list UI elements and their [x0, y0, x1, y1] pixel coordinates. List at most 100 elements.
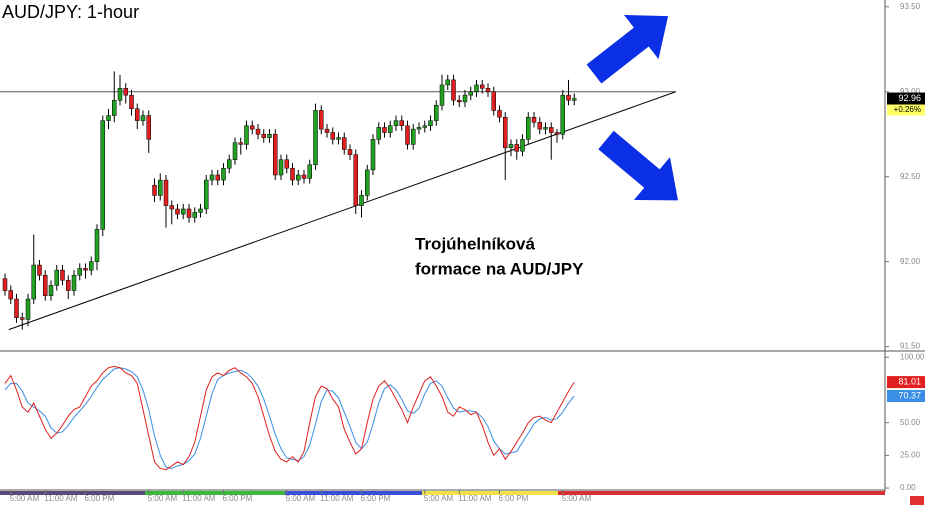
y-tick-label: 92.50 — [900, 172, 921, 181]
candle-body — [330, 132, 335, 140]
candle-body — [37, 264, 42, 276]
arrow-shape — [598, 130, 679, 201]
candle-body — [2, 278, 8, 291]
candle-body — [296, 174, 301, 181]
candle-body — [549, 127, 554, 133]
x-tick-label: 5:00 AM — [148, 494, 178, 503]
candle-body — [324, 128, 330, 133]
candle-body — [255, 128, 261, 135]
x-tick-label: 11:00 AM — [182, 494, 216, 503]
candle-body — [112, 99, 117, 116]
candle-body — [508, 144, 514, 149]
candle-body — [71, 274, 77, 291]
annotation: formace na AUD/JPY — [415, 259, 584, 278]
candle-body — [468, 91, 473, 96]
x-tick-label: 6:00 PM — [361, 494, 391, 503]
arrow-up — [586, 14, 669, 84]
day-bar — [0, 491, 885, 495]
candle-body — [399, 120, 404, 126]
candle-body — [77, 268, 82, 276]
candle-body — [376, 127, 381, 140]
candle-body — [480, 84, 485, 89]
candle-body — [117, 88, 123, 101]
candle-body — [163, 179, 169, 206]
x-tick-label: 11:00 AM — [44, 494, 78, 503]
x-tick-label: 5:00 AM — [10, 494, 40, 503]
day-segment — [0, 491, 145, 495]
candle-body — [462, 94, 468, 103]
candle-body — [457, 99, 462, 103]
candle-body — [129, 94, 134, 109]
candle-body — [491, 91, 496, 111]
candle-body — [48, 285, 54, 296]
candle-body — [514, 144, 519, 152]
candle-body — [123, 88, 128, 96]
x-tick-label: 6:00 PM — [499, 494, 529, 503]
candle-body — [135, 108, 140, 121]
value-label: 81.01 — [898, 376, 921, 386]
candle-body — [531, 116, 537, 123]
candle-body — [175, 208, 180, 215]
y-tick-label: 25.00 — [900, 450, 921, 459]
x-tick-label: 6:00 PM — [223, 494, 253, 503]
candle-body — [537, 122, 542, 130]
candle-body — [347, 149, 353, 155]
arrow-shape — [586, 14, 669, 84]
candle-body — [244, 125, 249, 145]
candle-body — [169, 205, 174, 210]
candle-body — [307, 164, 312, 179]
candle-body — [100, 120, 105, 230]
candle-body — [8, 290, 13, 300]
y-tick-label: 0.00 — [900, 483, 916, 492]
candle-body — [451, 79, 456, 101]
candle-body — [54, 269, 59, 286]
candle-body — [554, 132, 560, 135]
x-tick-label: 5:00 AM — [286, 494, 316, 503]
candle-body — [474, 84, 479, 92]
value-label-box — [887, 376, 925, 389]
candle-body — [342, 137, 347, 150]
candle-body — [267, 133, 272, 138]
y-tick-label: 50.00 — [900, 418, 921, 427]
arrow-down — [598, 130, 679, 201]
candle-body — [560, 94, 565, 135]
change-label: +0.26% — [894, 105, 921, 114]
candle-body — [284, 159, 289, 169]
y-tick-label: 93.50 — [900, 2, 921, 11]
candle-body — [186, 208, 192, 218]
y-tick-label: 100.00 — [900, 352, 925, 361]
candle-body — [181, 208, 186, 215]
scroll-button[interactable] — [910, 496, 924, 505]
candle-body — [89, 261, 94, 271]
candle-body — [359, 195, 364, 206]
chart-title: AUD/JPY: 1-hour — [2, 2, 139, 22]
value-label: 70.37 — [898, 390, 921, 400]
change-label-box — [887, 104, 925, 116]
y-tick-label: 92.00 — [900, 257, 921, 266]
candle-body — [25, 298, 31, 320]
x-tick-label: 5:00 AM — [424, 494, 454, 503]
candle-body — [43, 274, 48, 296]
candle-body — [232, 142, 238, 160]
candle-body — [497, 110, 502, 118]
oscillator-line — [4, 365, 575, 471]
candle-body — [215, 174, 220, 181]
day-segment — [422, 491, 558, 495]
candle-body — [66, 280, 71, 291]
candle-body — [273, 133, 278, 176]
candle-body — [140, 115, 146, 121]
x-tick-label: 6:00 PM — [85, 494, 115, 503]
candle-body — [250, 125, 255, 130]
candle-body — [60, 269, 65, 281]
candle-body — [543, 127, 548, 130]
y-tick-label: 91.50 — [900, 342, 921, 351]
candle-body — [20, 317, 25, 320]
candle-body — [393, 120, 399, 126]
day-segment — [285, 491, 422, 495]
candle-body — [336, 137, 341, 140]
candle-body — [198, 208, 203, 213]
x-tick-label: 5:00 AM — [562, 494, 592, 503]
candle-body — [319, 110, 324, 130]
